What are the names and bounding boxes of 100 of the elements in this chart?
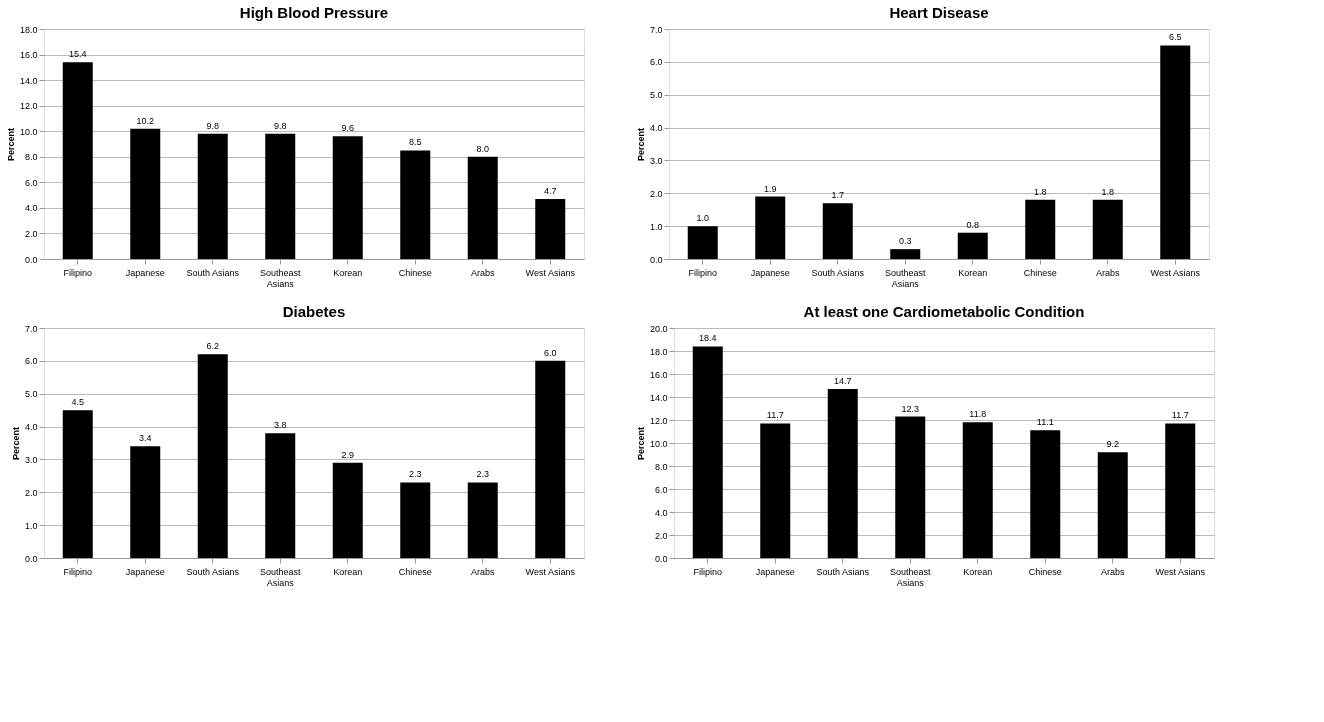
- x-tick-label: Southeast Asians: [259, 566, 302, 588]
- data-label: 12.3: [901, 403, 920, 414]
- data-label: 15.4: [68, 49, 87, 60]
- bar: [332, 136, 363, 259]
- x-tick-label: West Asians: [525, 267, 576, 278]
- x-tick-label: Japanese: [750, 267, 790, 278]
- y-tick-label: 4.0: [24, 422, 38, 433]
- y-tick-label: 5.0: [24, 389, 38, 400]
- data-label: 9.2: [1106, 439, 1120, 450]
- x-tick-label: Japanese: [755, 566, 795, 577]
- bar: [62, 410, 93, 558]
- bar: [197, 133, 228, 259]
- x-tick-label: Southeast Asians: [259, 267, 302, 289]
- y-tick-label: 1.0: [649, 221, 663, 232]
- x-tick-label: Arabs: [1095, 267, 1120, 278]
- x-tick-label: Southeast Asians: [884, 267, 927, 289]
- y-tick-label: 5.0: [649, 90, 663, 101]
- x-tick-label: Southeast Asians: [889, 566, 932, 588]
- bar: [535, 360, 566, 558]
- x-tick-label: South Asians: [811, 267, 865, 278]
- y-tick-label: 1.0: [24, 520, 38, 531]
- data-label: 11.7: [1171, 410, 1189, 421]
- x-tick-label: Chinese: [1023, 267, 1057, 278]
- y-tick-label: 0.0: [654, 553, 668, 564]
- y-tick-label: 0.0: [649, 254, 663, 265]
- bar: [890, 249, 921, 259]
- y-tick-label: 6.0: [24, 356, 38, 367]
- x-tick-label: West Asians: [1150, 267, 1201, 278]
- y-tick-label: 16.0: [649, 369, 668, 380]
- bar: [687, 226, 718, 259]
- x-tick-label: Arabs: [1100, 566, 1125, 577]
- bar: [265, 133, 296, 259]
- bar: [332, 462, 363, 558]
- bar: [265, 433, 296, 558]
- data-label: 3.8: [273, 420, 287, 431]
- data-label: 8.0: [476, 143, 490, 154]
- data-label: 1.9: [763, 183, 777, 194]
- data-label: 4.5: [71, 397, 85, 408]
- data-label: 4.7: [543, 185, 557, 196]
- bar: [197, 354, 228, 558]
- bar: [467, 156, 498, 259]
- x-tick-label: Japanese: [125, 566, 165, 577]
- y-tick-label: 20.0: [649, 323, 668, 334]
- data-label: 9.6: [341, 123, 355, 134]
- bar: [827, 388, 858, 558]
- data-label: 2.9: [341, 449, 355, 460]
- x-tick-label: Chinese: [398, 267, 432, 278]
- data-label: 18.4: [698, 333, 717, 344]
- y-tick-label: 8.0: [24, 152, 38, 163]
- bar: [535, 198, 566, 259]
- y-tick-label: 7.0: [649, 24, 663, 35]
- y-tick-label: 2.0: [24, 228, 38, 239]
- y-tick-label: 8.0: [654, 461, 668, 472]
- data-label: 1.8: [1033, 186, 1047, 197]
- data-label: 0.8: [966, 219, 980, 230]
- bar: [1092, 199, 1123, 259]
- y-tick-label: 12.0: [19, 101, 38, 112]
- bar: [962, 422, 993, 558]
- bar: [400, 150, 431, 259]
- data-label: 6.2: [206, 341, 220, 352]
- x-tick-label: Japanese: [125, 267, 165, 278]
- data-label: 2.3: [476, 469, 490, 480]
- data-label: 14.7: [833, 375, 852, 386]
- data-label: 1.0: [696, 213, 710, 224]
- bar: [130, 446, 161, 558]
- y-tick-label: 7.0: [24, 323, 38, 334]
- bar: [895, 416, 926, 558]
- chart-title: Heart Disease: [889, 4, 989, 21]
- y-tick-label: 12.0: [649, 415, 668, 426]
- y-tick-label: 10.0: [649, 438, 668, 449]
- x-tick-label: Filipino: [693, 566, 723, 577]
- chart-title: High Blood Pressure: [239, 4, 389, 21]
- y-tick-label: 3.0: [24, 454, 38, 465]
- data-label: 1.7: [831, 190, 845, 201]
- x-tick-label: Filipino: [63, 267, 93, 278]
- chart-title: At least one Cardiometabolic Condition: [803, 303, 1085, 320]
- y-axis-title: Percent: [10, 426, 21, 461]
- data-label: 9.8: [206, 120, 220, 131]
- bar: [760, 423, 791, 558]
- bar: [822, 203, 853, 259]
- chart-title: Diabetes: [282, 303, 346, 320]
- y-tick-label: 14.0: [649, 392, 668, 403]
- data-label: 11.1: [1036, 417, 1054, 428]
- y-tick-label: 6.0: [654, 484, 668, 495]
- data-label: 8.5: [408, 137, 422, 148]
- y-tick-label: 6.0: [649, 57, 663, 68]
- x-tick-label: Korean: [333, 566, 363, 577]
- y-tick-label: 14.0: [19, 75, 38, 86]
- bar: [957, 232, 988, 259]
- bar: [1160, 45, 1191, 259]
- y-tick-label: 6.0: [24, 177, 38, 188]
- x-tick-label: Filipino: [63, 566, 93, 577]
- x-tick-label: South Asians: [816, 566, 870, 577]
- data-label: 2.3: [408, 469, 422, 480]
- data-label: 3.4: [138, 433, 152, 444]
- x-tick-label: South Asians: [186, 566, 240, 577]
- x-tick-label: South Asians: [186, 267, 240, 278]
- data-label: 10.2: [136, 115, 155, 126]
- bar: [62, 62, 93, 259]
- y-tick-label: 4.0: [24, 203, 38, 214]
